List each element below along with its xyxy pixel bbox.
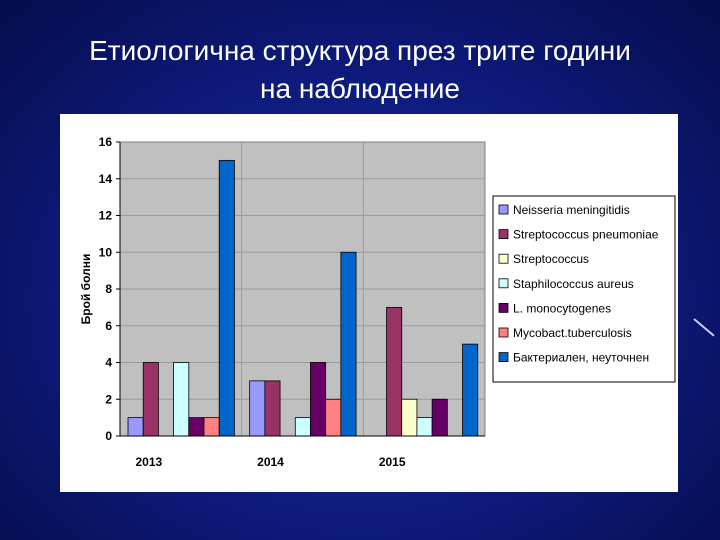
y-tick-label: 14 <box>99 172 113 186</box>
bar-2014-series-1 <box>249 380 266 437</box>
y-tick-label: 4 <box>105 356 112 370</box>
bar-2015-series-2 <box>386 306 403 437</box>
legend-swatch-2 <box>498 229 509 239</box>
legend-swatch-7 <box>498 352 509 363</box>
bar-2015-series-4 <box>416 417 433 437</box>
legend-label-3: Streptococcus <box>513 252 589 266</box>
slide-title-line-2: на наблюдение <box>260 73 460 104</box>
bar-2013-series-1 <box>127 417 144 437</box>
legend-swatch-5 <box>498 302 509 313</box>
y-tick-label: 8 <box>105 282 112 296</box>
y-tick-label: 10 <box>99 245 113 259</box>
bar-2015-series-5 <box>431 398 448 437</box>
legend-label-1: Neisseria meningitidis <box>513 203 630 217</box>
bar-2013-series-2 <box>142 362 159 437</box>
bar-2013-series-5 <box>188 417 205 437</box>
bar-2014-series-7 <box>340 251 357 437</box>
y-tick-label: 16 <box>99 135 113 149</box>
y-tick-label: 2 <box>105 392 112 406</box>
bar-2014-series-6 <box>325 398 342 437</box>
y-axis-label: Брой болни <box>79 254 93 325</box>
legend-swatch-1 <box>498 204 509 215</box>
bar-2013-series-4 <box>173 362 190 437</box>
legend-label-7: Бактериален, неуточнен <box>513 351 649 365</box>
legend-swatch-3 <box>498 253 509 264</box>
y-tick-label: 0 <box>105 429 112 443</box>
legend-swatch-6 <box>498 327 509 338</box>
x-category-label: 2013 <box>135 455 162 469</box>
legend-box <box>492 195 676 383</box>
x-category-label: 2014 <box>257 455 284 469</box>
legend-label-6: Mycobact.tuberculosis <box>513 326 632 340</box>
legend-label-4: Staphilococcus aureus <box>513 277 634 291</box>
bar-chart: 0 2 4 6 8 10 12 14 16 Брой болни 2013 2014 2015 Neiss… <box>79 135 676 469</box>
bar-2013-series-6 <box>203 417 220 437</box>
slide-title-line-1: Етиологична структура през трите години <box>89 35 631 66</box>
bar-2015-series-3 <box>401 398 418 437</box>
bar-2014-series-4 <box>294 417 311 437</box>
bar-2013-series-7 <box>218 159 235 437</box>
legend-label-5: L. monocytogenes <box>513 301 611 315</box>
bar-2014-series-5 <box>310 362 327 437</box>
bar-2014-series-2 <box>264 380 281 437</box>
legend-label-2: Streptococcus pneumoniae <box>513 228 659 242</box>
bar-2015-series-7 <box>462 343 479 437</box>
chart-panel: 0 2 4 6 8 10 12 14 16 Брой болни 2013 2014 2015 Neiss… <box>60 114 678 492</box>
y-tick-label: 12 <box>99 209 113 223</box>
decorative-line <box>693 318 715 337</box>
legend-swatch-4 <box>498 278 509 289</box>
slide-title: Етиологична структура през трите години … <box>0 32 720 108</box>
y-tick-label: 6 <box>105 319 112 333</box>
x-category-label: 2015 <box>379 455 406 469</box>
